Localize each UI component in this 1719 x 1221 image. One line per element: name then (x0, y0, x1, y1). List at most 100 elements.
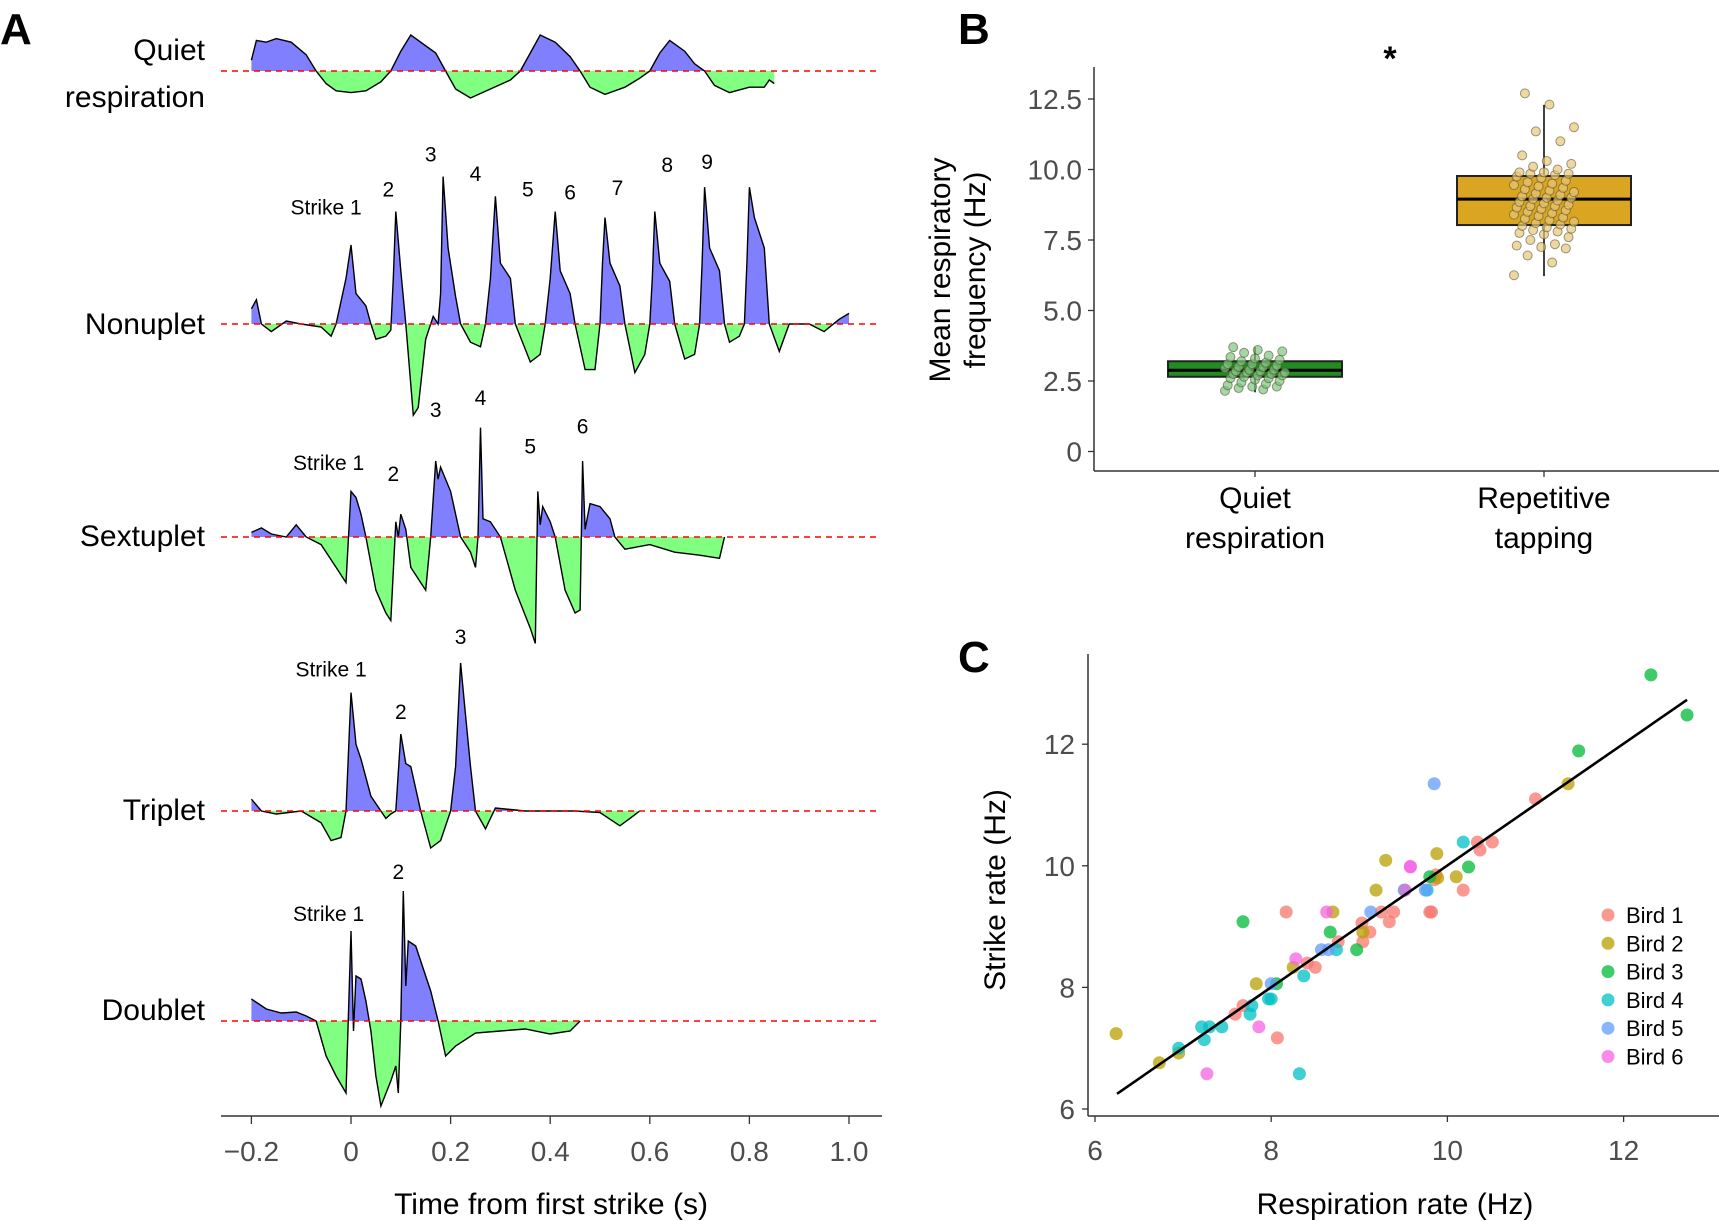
row-label: respiration (65, 81, 205, 114)
y-tick-label: 12.5 (1028, 84, 1083, 115)
data-point (1530, 126, 1541, 137)
scatter-point (1297, 969, 1311, 983)
strike-label: 9 (701, 151, 713, 174)
x-axis-time: −0.2 0 0.2 0.4 0.6 0.8 1.0 (221, 1115, 882, 1167)
legend-marker (1601, 1021, 1615, 1035)
scatter-point (1427, 777, 1441, 791)
scatter-area: 6 8 10 12 6 8 10 12 (1044, 654, 1719, 1166)
x-tick-label: 6 (1087, 1135, 1103, 1166)
series-bird-3 (1236, 668, 1694, 991)
fill-below-baseline (251, 811, 640, 848)
scatter-point (1320, 905, 1334, 919)
panel-a-respiration-traces: A Quiet respiration Nonuplet Strike 1 2 3 4 5 6 7… (0, 5, 882, 1221)
fill-below-baseline (251, 537, 725, 644)
strike-label: Strike 1 (293, 452, 364, 475)
y-axis-title-line1: Mean respiratory (924, 157, 957, 382)
y-tick-label: 5.0 (1043, 296, 1082, 327)
panel-c-letter: C (958, 633, 990, 682)
strike-label: 4 (470, 163, 482, 186)
x-axis-title-time: Time from first strike (s) (394, 1188, 708, 1221)
data-point (1536, 242, 1547, 253)
scatter-point (1243, 1007, 1257, 1021)
scatter-point (1249, 977, 1263, 991)
scatter-point (1456, 883, 1470, 897)
trace-line (251, 427, 726, 644)
trace-row-sextuplet: Sextuplet Strike 1 2 3 4 5 6 (80, 387, 880, 644)
scatter-point (1382, 915, 1396, 929)
x-axis-title-respiration-rate: Respiration rate (Hz) (1257, 1188, 1534, 1221)
fill-above-baseline (251, 176, 849, 324)
data-point (1549, 239, 1560, 250)
legend-label: Bird 1 (1626, 903, 1683, 928)
strike-label: Strike 1 (295, 658, 366, 681)
legend-label: Bird 6 (1626, 1045, 1683, 1070)
scatter-point (1485, 835, 1499, 849)
row-label: Sextuplet (80, 520, 206, 553)
data-point (1525, 235, 1536, 245)
strike-label: Strike 1 (290, 197, 361, 220)
row-label: Doublet (102, 994, 206, 1027)
strike-label: Strike 1 (293, 903, 364, 926)
data-point (1547, 178, 1558, 189)
data-point (1560, 243, 1571, 254)
trace-row-triplet: Triplet Strike 1 2 3 (123, 626, 880, 850)
trace-row-quiet-respiration: Quiet respiration (65, 33, 880, 114)
data-point (1509, 270, 1519, 281)
scatter-point (1270, 1031, 1284, 1045)
data-point (1563, 232, 1574, 243)
data-point (1239, 347, 1250, 358)
x-tick-label: 0.2 (431, 1136, 470, 1167)
legend-label: Bird 4 (1626, 988, 1683, 1013)
data-point (1509, 180, 1519, 191)
data-point (1511, 240, 1522, 251)
legend: Bird 1 Bird 2 Bird 3 Bird 4 Bird 5 Bird 6 (1601, 903, 1683, 1070)
legend-item-bird-4: Bird 4 (1601, 988, 1683, 1013)
data-point (1517, 150, 1528, 161)
data-point (1280, 367, 1290, 378)
series-bird-1 (1228, 792, 1542, 1045)
strike-label: 2 (387, 463, 399, 486)
legend-label: Bird 5 (1626, 1016, 1683, 1041)
y-tick-label: 10.0 (1028, 155, 1083, 186)
scatter-point (1403, 859, 1417, 873)
scatter-point (1572, 744, 1586, 758)
strike-label: 3 (425, 143, 437, 166)
row-label: Nonuplet (85, 308, 206, 341)
row-label: Triplet (123, 794, 206, 827)
legend-marker (1601, 1050, 1615, 1063)
scatter-point (1449, 870, 1463, 884)
x-tick-label: −0.2 (224, 1136, 279, 1167)
significance-marker: * (1383, 40, 1397, 78)
y-tick-label: 12 (1044, 729, 1075, 760)
strike-label: 6 (577, 416, 589, 439)
category-label: Quiet (1219, 482, 1291, 515)
legend-marker (1601, 936, 1615, 950)
data-point (1569, 216, 1579, 227)
y-axis-title-strike-rate: Strike rate (Hz) (979, 789, 1012, 991)
panel-a-letter: A (0, 5, 32, 54)
scatter-point (1172, 1041, 1186, 1055)
data-point (1250, 353, 1260, 364)
strike-label: 5 (524, 435, 536, 458)
strike-label: 7 (612, 177, 624, 200)
x-tick-label: 10 (1432, 1135, 1463, 1166)
data-point (1533, 181, 1544, 192)
scatter-point (1356, 925, 1370, 939)
scatter-point (1423, 905, 1437, 919)
legend-item-bird-3: Bird 3 (1601, 960, 1683, 985)
strike-label: 6 (564, 181, 576, 204)
legend-item-bird-5: Bird 5 (1601, 1016, 1683, 1041)
data-point (1277, 346, 1288, 357)
series-bird-6 (1200, 859, 1417, 1081)
data-point (1547, 257, 1558, 268)
y-tick-label: 0 (1066, 437, 1082, 468)
scatter-point (1203, 1020, 1217, 1034)
x-tick-label: 0 (343, 1136, 359, 1167)
data-point (1544, 99, 1555, 110)
data-point (1541, 156, 1552, 167)
regression-line (1116, 698, 1688, 1095)
legend-label: Bird 2 (1626, 931, 1683, 956)
fill-below-baseline (251, 71, 775, 98)
category-label: respiration (1185, 522, 1325, 555)
y-axis-title-line2: frequency (Hz) (959, 172, 992, 369)
